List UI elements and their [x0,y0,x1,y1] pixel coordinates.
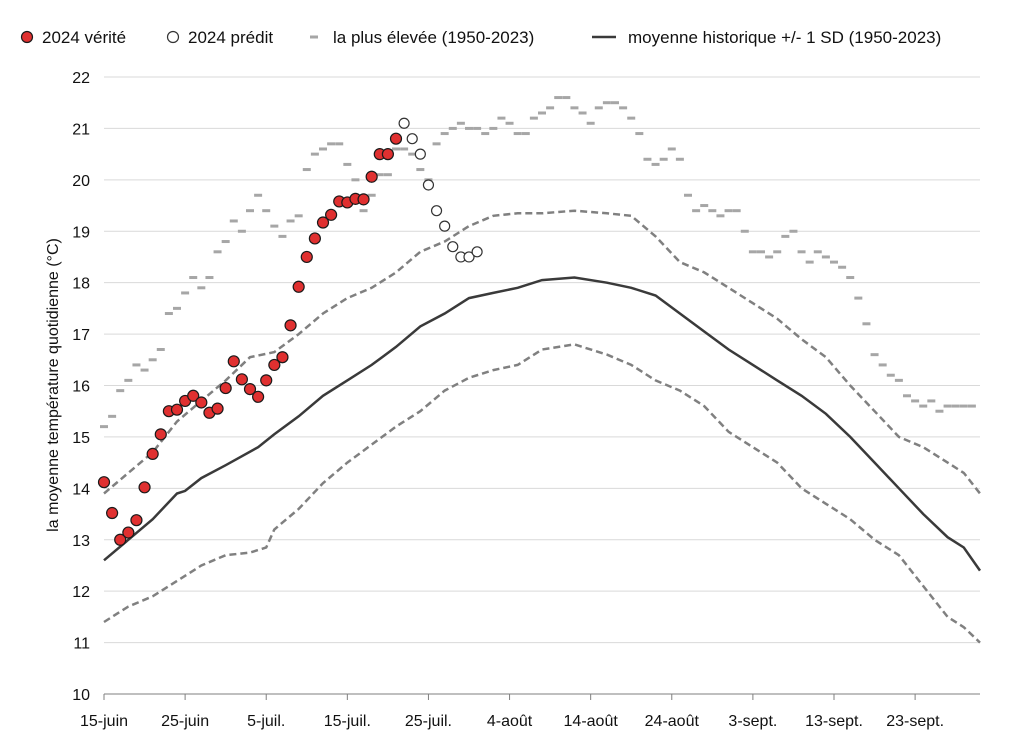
verite-point [284,319,297,332]
verite-point [195,396,208,409]
y-tick-label: 10 [72,687,90,704]
y-tick-label: 13 [72,533,90,550]
moyenne-line [103,276,982,572]
verite-point [243,382,257,396]
series-moyenne [103,276,982,572]
y-tick-label: 22 [72,70,90,87]
verite-point [219,381,232,395]
verite-point [268,358,281,372]
predit-point [422,179,435,191]
y-tick-label: 21 [72,121,90,138]
x-tick-label: 15-juin [80,713,128,730]
y-tick-label: 16 [72,379,90,396]
x-tick-label: 24-août [645,713,700,730]
series-verite [97,132,403,546]
y-axis-title: la moyenne température quotidienne (°C) [45,238,62,532]
predit-point [406,133,418,145]
verite-point [235,373,248,386]
verite-point [325,208,338,221]
legend: 2024 vérité 2024 prédit la plus élevée (… [20,28,941,47]
legend-marker-predit [166,30,180,44]
verite-point [316,216,330,229]
gridlines [104,76,980,644]
verite-point [308,232,321,245]
verite-point [130,514,143,527]
y-tick-label: 17 [72,327,90,344]
verite-point [211,402,224,415]
verite-point [227,355,240,368]
x-tick-label: 3-sept. [728,713,777,730]
series-predit [398,117,483,263]
y-tick-label: 15 [72,430,90,447]
verite-point [300,250,313,264]
verite-point [122,526,135,539]
y-tick-label: 20 [72,173,90,190]
x-tick-label: 13-sept. [805,713,863,730]
y-tick-label: 19 [72,224,90,241]
predit-point [398,117,410,129]
y-tick-label: 14 [72,481,90,498]
predit-point [463,251,475,263]
x-tick-label: 25-juin [161,713,209,730]
verite-point [252,390,265,403]
verite-point [389,132,403,145]
verite-point [154,428,167,441]
predit-point [414,148,426,160]
y-tick-label: 11 [73,636,90,653]
predit-point [430,205,443,217]
verite-point [170,403,184,416]
verite-point [138,481,151,494]
x-tick-label: 5-juil. [247,713,285,730]
legend-label-predit: 2024 prédit [188,28,273,47]
x-ticks: 15-juin 25-juin 5-juil. 15-juil. 25-juil. 4-a… [80,694,944,730]
verite-point [292,280,305,293]
legend-marker-verite [20,30,34,44]
predit-point [447,241,459,253]
legend-label-moyenne: moyenne historique +/- 1 SD (1950-2023) [628,28,941,47]
x-tick-label: 14-août [564,713,619,730]
sd-lower-line [103,343,981,644]
predit-point [439,220,451,232]
legend-label-verite: 2024 vérité [42,28,126,47]
y-tick-label: 12 [72,584,90,601]
x-tick-label: 25-juil. [405,713,452,730]
verite-point [357,193,370,206]
x-tick-label: 15-juil. [324,713,371,730]
verite-point [97,476,111,489]
y-tick-label: 18 [72,276,90,293]
series-sd-lower [103,343,981,644]
verite-point [146,447,159,460]
verite-point [187,389,200,402]
x-tick-label: 23-sept. [886,713,944,730]
verite-point [276,351,289,364]
verite-point [381,148,394,161]
series-sd-upper [103,209,981,495]
sd-upper-line [103,209,981,495]
predit-point [471,246,483,258]
verite-point [260,374,273,387]
verite-point [106,506,119,520]
y-axis: 10 11 12 13 14 15 16 17 18 19 20 21 22 [72,70,90,704]
x-tick-label: 4-août [487,713,533,730]
legend-label-plus-elevee: la plus élevée (1950-2023) [333,28,534,47]
verite-point [365,170,378,183]
plot-area [97,96,982,644]
verite-point [114,533,127,546]
